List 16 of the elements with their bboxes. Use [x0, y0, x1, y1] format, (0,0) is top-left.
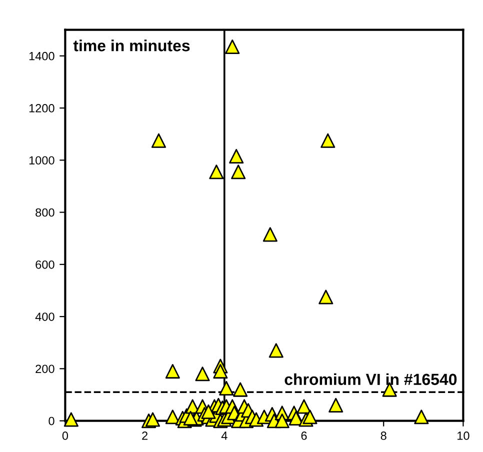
x-tick-label: 2	[142, 432, 148, 440]
y-tick-label: 1000	[29, 156, 54, 165]
x-tick-label: 4	[221, 432, 228, 440]
x-tick-label: 6	[301, 432, 307, 440]
y-tick-label: 200	[36, 364, 54, 374]
ref-line-label: chromium VI in #16540	[284, 373, 457, 386]
annotation: time in minutes	[73, 40, 190, 52]
y-tick-label: 1400	[29, 52, 54, 60]
y-tick-label: 800	[36, 208, 54, 217]
y-tick-label: 400	[35, 312, 54, 321]
x-tick-label: 0	[62, 432, 68, 440]
y-tick-label: 0	[48, 416, 54, 426]
x-tick-label: 8	[380, 432, 386, 440]
x-tick-label: 10	[458, 432, 470, 440]
y-tick-label: 1200	[29, 104, 54, 112]
y-tick-label: 600	[36, 260, 54, 269]
